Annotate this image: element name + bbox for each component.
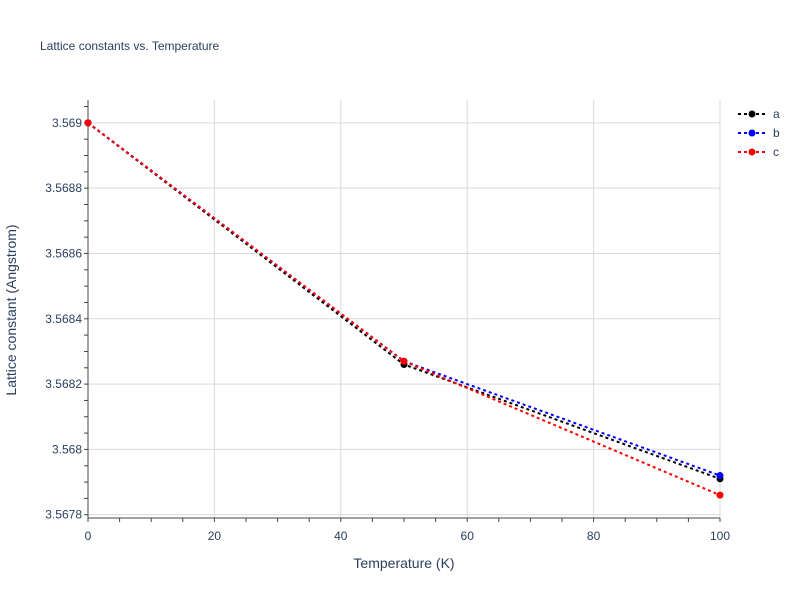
legend-marker: [748, 148, 756, 156]
series-line-c: [87, 122, 721, 497]
y-tick-label: 3.568: [52, 442, 82, 456]
x-tick-label: 20: [208, 529, 222, 543]
legend[interactable]: abc: [738, 107, 780, 159]
data-point-c: [84, 119, 92, 127]
x-tick-label: 80: [587, 529, 601, 543]
legend-marker: [748, 129, 756, 137]
y-tick-label: 3.5684: [45, 312, 82, 326]
chart-title: Lattice constants vs. Temperature: [40, 39, 220, 53]
data-point-c: [716, 491, 724, 499]
legend-label: a: [773, 107, 780, 121]
y-tick-label: 3.5688: [45, 181, 82, 195]
x-tick-label: 100: [710, 529, 730, 543]
x-tick-label: 40: [334, 529, 348, 543]
legend-item-c[interactable]: c: [738, 145, 779, 159]
legend-label: c: [773, 145, 779, 159]
x-axis-label: Temperature (K): [353, 555, 454, 571]
grid: [88, 100, 721, 518]
legend-item-b[interactable]: b: [738, 126, 780, 140]
y-tick-label: 3.5686: [45, 246, 82, 260]
y-tick-label: 3.5678: [45, 508, 82, 522]
y-tick-label: 3.5682: [45, 377, 82, 391]
legend-marker: [748, 110, 756, 118]
series-layer: [84, 119, 724, 499]
series-line-a: [87, 122, 721, 480]
y-axis-label: Lattice constant (Angstrom): [3, 224, 19, 395]
data-point-b: [716, 472, 724, 480]
data-point-c: [400, 357, 408, 365]
y-tick-label: 3.569: [52, 116, 82, 130]
legend-item-a[interactable]: a: [738, 107, 780, 121]
legend-label: b: [773, 126, 780, 140]
x-tick-label: 60: [461, 529, 475, 543]
series-line-b: [87, 122, 721, 477]
x-tick-label: 0: [85, 529, 92, 543]
axes: 0 20 40 60 80 100 3.5678 3.568 3.5682 3.5684 3.568…: [45, 100, 730, 543]
